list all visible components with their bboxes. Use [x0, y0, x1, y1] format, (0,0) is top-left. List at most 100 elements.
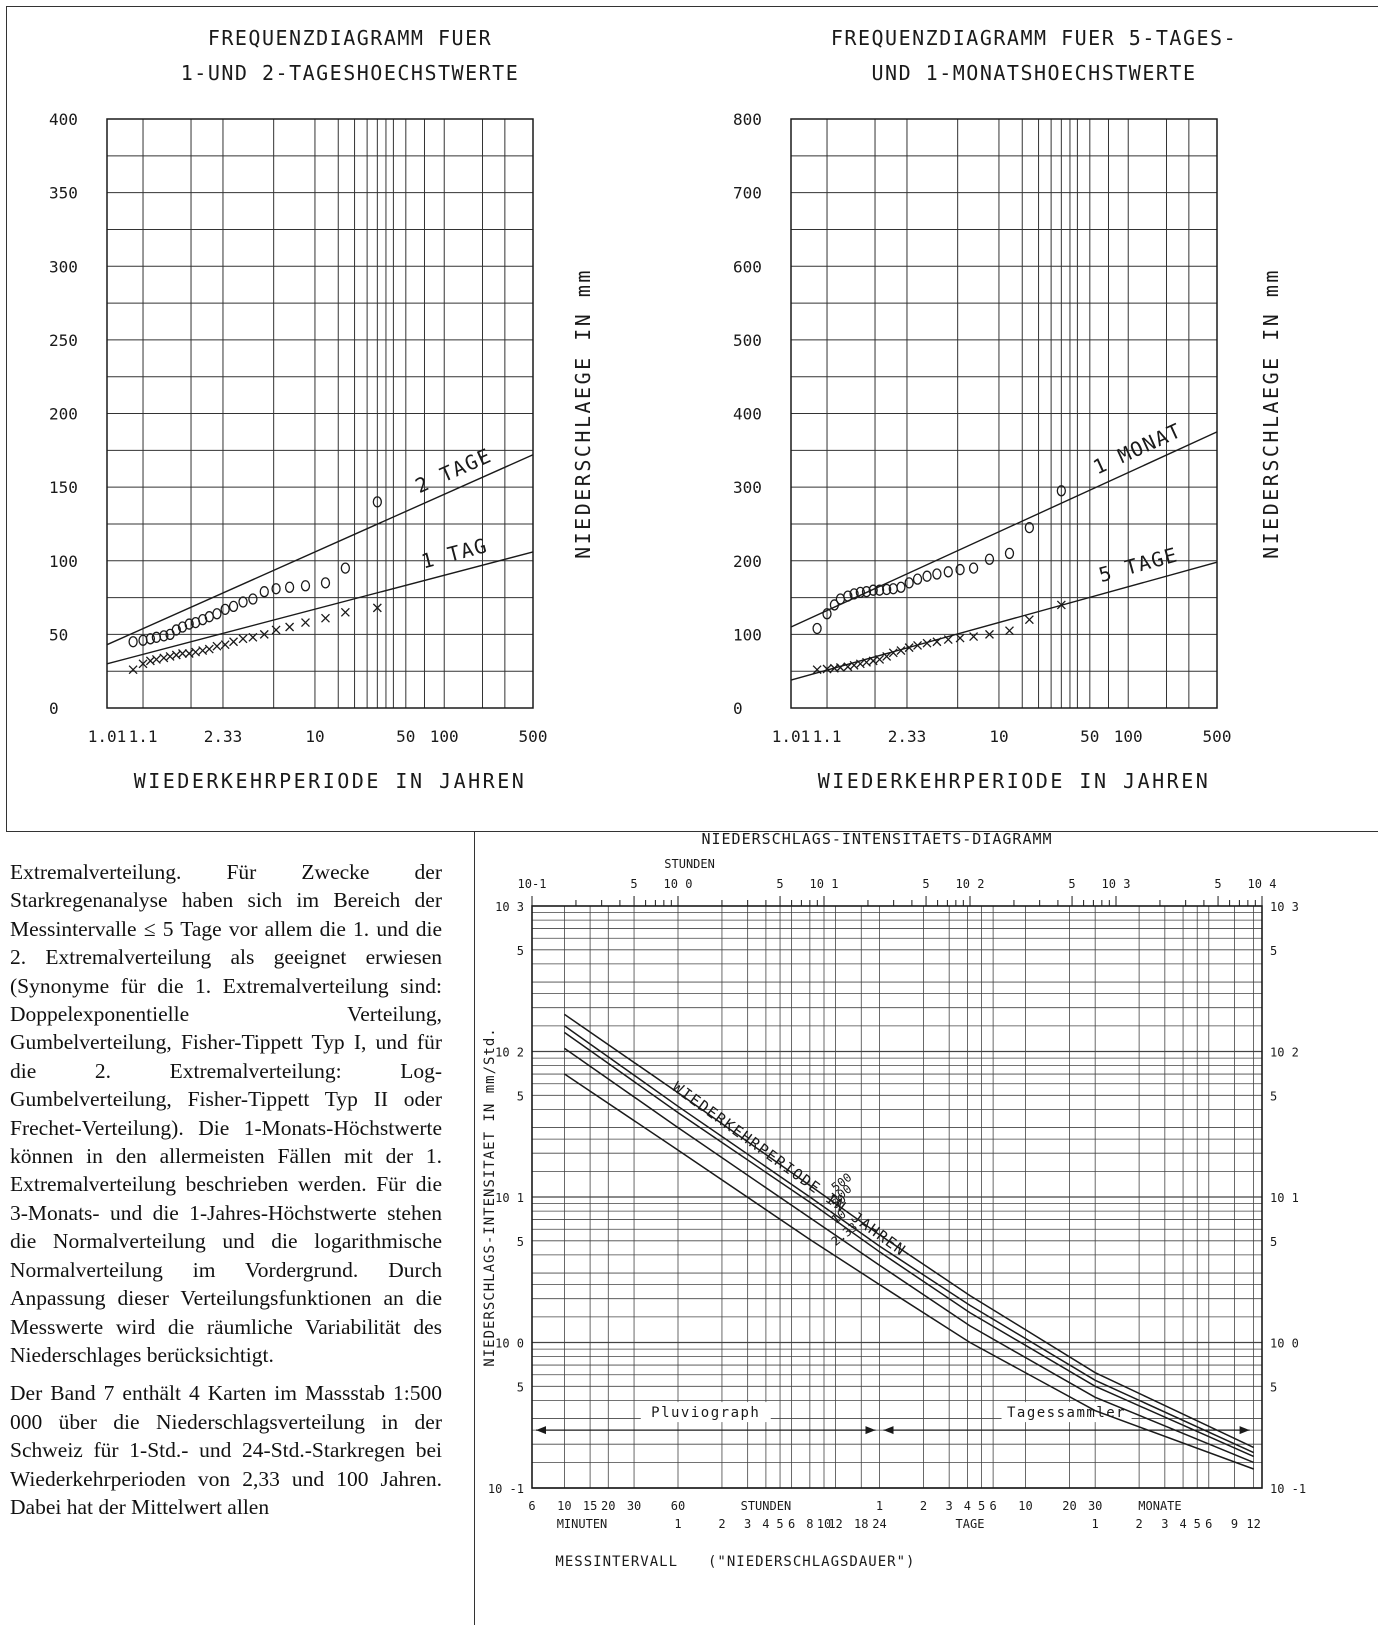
data-point-cross: [1024, 615, 1034, 625]
data-point-cross: [896, 646, 906, 656]
data-point-cross: [271, 625, 281, 635]
y-tick-label: 0: [733, 699, 743, 718]
x-tick-stunden: 6: [788, 1517, 795, 1531]
x-tick-stunden: 1: [674, 1517, 681, 1531]
x-axis-label: WIEDERKEHRPERIODE IN JAHREN: [134, 769, 527, 793]
data-point-cross: [340, 607, 350, 617]
data-point-cross: [985, 629, 994, 639]
y-tick-label-right: 10 2: [1270, 1046, 1299, 1060]
x-tick-tage: 1: [876, 1499, 883, 1513]
top-tick-label: 5: [776, 877, 783, 891]
data-point-cross: [922, 638, 932, 648]
data-point-circle: [855, 586, 865, 599]
range-arrow-head: [865, 1426, 876, 1435]
data-point-circle: [835, 593, 846, 605]
top-axis-label: STUNDEN: [664, 857, 715, 871]
x-tick-label: 100: [430, 727, 459, 746]
x-axis-note: ("NIEDERSCHLAGSDAUER"): [708, 1554, 915, 1570]
data-point-circle: [159, 630, 169, 642]
data-point-cross: [943, 635, 953, 644]
y-tick-label: 100: [733, 625, 762, 644]
data-point-circle: [320, 577, 331, 589]
data-point-cross: [882, 652, 892, 661]
fit-line-label: 1 TAG: [419, 533, 491, 573]
data-point-cross: [138, 659, 148, 669]
x-tick-stunden: 12: [828, 1517, 842, 1531]
top-tick-label: 10 0: [664, 877, 693, 891]
data-point-circle: [812, 622, 822, 635]
data-point-cross: [198, 646, 208, 656]
data-point-circle: [922, 570, 932, 582]
x-tick-label: 1.01: [88, 727, 127, 746]
data-point-cross: [875, 654, 885, 664]
data-point-circle: [968, 562, 979, 574]
y-tick-label-right: 5: [1270, 1235, 1277, 1249]
chart-1-2-tage: 0 50 100 150 200 250 300 350 400 1.01 1.1 2.33 10 50 1…: [49, 26, 595, 793]
data-point-circle: [912, 573, 923, 585]
data-point-cross: [259, 629, 269, 639]
data-point-circle: [861, 586, 872, 598]
y-tick-label: 800: [733, 110, 762, 129]
y-tick-label-left: 10 1: [495, 1191, 524, 1205]
x-tick-tage: 6: [990, 1499, 997, 1513]
y-tick-label: 300: [733, 478, 762, 497]
y-tick-label-left: 10 0: [495, 1337, 524, 1351]
data-point-circle: [1004, 547, 1015, 560]
y-tick-label: 400: [49, 110, 78, 129]
data-point-cross: [372, 603, 382, 613]
data-point-circle: [145, 633, 156, 645]
x-tick-minuten: 6: [528, 1499, 535, 1513]
y-tick-label-right: 10 -1: [1270, 1482, 1306, 1496]
y-tick-label-right: 10 1: [1270, 1191, 1299, 1205]
top-tick-label: 10 2: [956, 877, 985, 891]
x-tick-label: 2.33: [888, 727, 927, 746]
data-point-circle: [212, 608, 222, 620]
x-tick-minuten: 60: [671, 1499, 685, 1513]
curve-2.33: [564, 1073, 1254, 1470]
data-point-cross: [191, 647, 201, 657]
x-group-label: TAGE: [956, 1517, 985, 1531]
data-point-cross: [1056, 600, 1066, 610]
top-tick-label: 10 1: [810, 877, 839, 891]
data-point-cross: [229, 637, 239, 647]
x-tick-label: 1.1: [129, 727, 158, 746]
y-tick-label-left: 5: [517, 944, 524, 958]
data-point-cross: [145, 656, 155, 666]
data-point-cross: [913, 640, 923, 650]
y-tick-label-right: 5: [1270, 1380, 1277, 1394]
figure-frame: [6, 6, 1378, 832]
x-tick-monate: 6: [1205, 1517, 1212, 1531]
data-point-circle: [300, 580, 311, 592]
data-point-cross: [212, 641, 222, 651]
x-tick-label: 2.33: [204, 727, 243, 746]
y-tick-label: 300: [49, 257, 78, 276]
x-group-label: MINUTEN: [557, 1517, 608, 1531]
x-group-label: MONATE: [1138, 1499, 1181, 1513]
data-point-circle: [822, 608, 832, 620]
data-point-circle: [843, 590, 853, 602]
x-tick-stunden: 4: [762, 1517, 769, 1531]
plot-frame: [531, 905, 1263, 1489]
y-tick-label: 100: [49, 552, 78, 571]
data-point-cross: [862, 657, 871, 667]
y-tick-label-left: 5: [517, 1380, 524, 1394]
y-tick-label-right: 5: [1270, 944, 1277, 958]
y-tick-label-left: 5: [517, 1235, 524, 1249]
data-point-circle: [248, 593, 258, 605]
data-point-cross: [835, 663, 845, 672]
data-point-circle: [1056, 485, 1066, 497]
x-tick-monate: 3: [1161, 1517, 1168, 1531]
x-tick-label: 1.01: [772, 727, 811, 746]
y-tick-label: 600: [733, 257, 762, 276]
y-tick-label-right: 10 3: [1270, 900, 1299, 914]
y-tick-label: 200: [733, 552, 762, 571]
curve-100: [564, 1025, 1254, 1454]
top-tick-label: 10-1: [518, 877, 547, 891]
x-tick-minuten: 15: [583, 1499, 597, 1513]
data-point-circle: [151, 631, 162, 643]
data-point-cross: [178, 649, 187, 658]
data-point-cross: [301, 618, 310, 628]
x-tick-tage: 10: [1018, 1499, 1032, 1513]
x-tick-minuten: 10: [557, 1499, 571, 1513]
